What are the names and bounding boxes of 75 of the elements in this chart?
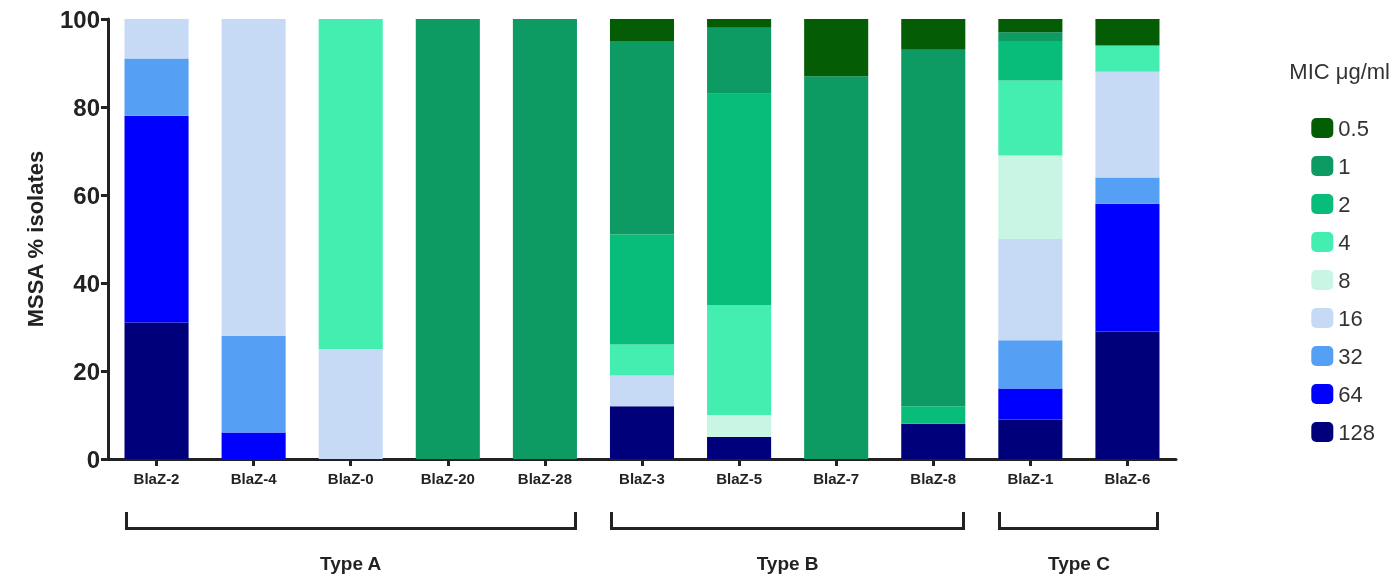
x-tick-label: BlaZ-8: [910, 470, 957, 487]
legend-label: 128: [1338, 419, 1376, 445]
bar: [609, 234, 675, 345]
bar: [998, 340, 1063, 389]
x-tick-label: BlaZ-28: [517, 470, 572, 487]
bar: [1095, 203, 1160, 332]
bar: [609, 375, 675, 407]
text: Type B: [756, 553, 819, 575]
bar: [804, 76, 869, 459]
bar: [1095, 45, 1160, 72]
bar: [124, 115, 189, 323]
bar: [998, 32, 1063, 41]
bar: [707, 437, 772, 459]
legend-label: 16: [1338, 305, 1363, 331]
bar: [124, 19, 189, 59]
bar: [998, 155, 1063, 239]
legend-label: 64: [1338, 381, 1363, 407]
bar: [318, 19, 383, 349]
bar: [998, 419, 1063, 459]
bar: [1095, 331, 1160, 459]
bar: [998, 19, 1063, 33]
bar: [124, 322, 189, 459]
bar: [609, 406, 675, 459]
y-axis-title: MSSA % isolates: [22, 150, 48, 328]
bar: [901, 423, 966, 459]
bar: [707, 415, 772, 437]
x-tick-label: BlaZ-3: [619, 470, 665, 487]
bar: [221, 335, 286, 433]
legend-label: 0.5: [1338, 115, 1369, 141]
legend-label: 2: [1338, 191, 1351, 217]
bar: [415, 19, 480, 459]
bar: [901, 49, 966, 407]
bar: [804, 19, 869, 77]
bar: [998, 80, 1063, 156]
text: Type A: [320, 553, 382, 575]
bar: [609, 19, 675, 41]
bar: [609, 344, 675, 376]
bar: [221, 432, 286, 459]
y-tick-label: 40: [73, 269, 100, 297]
bar: [318, 349, 383, 459]
bar: [901, 406, 966, 424]
bar: [707, 27, 772, 94]
y-tick-label: 80: [73, 93, 100, 121]
legend-label: 4: [1338, 229, 1351, 255]
legend-label: 1: [1338, 153, 1351, 179]
y-tick-label: 100: [59, 5, 100, 33]
x-tick-label: BlaZ-5: [716, 470, 763, 487]
bar: [609, 41, 675, 235]
y-tick-label: 60: [73, 181, 100, 209]
bar: [124, 58, 189, 116]
bar: [998, 388, 1063, 420]
bar: [707, 305, 772, 415]
text: Type C: [1047, 553, 1110, 575]
bar: [1095, 71, 1160, 178]
y-tick-label: 20: [73, 357, 100, 385]
x-tick-label: BlaZ-20: [420, 470, 475, 487]
x-tick-label: BlaZ-6: [1104, 470, 1151, 487]
bar: [221, 19, 286, 336]
legend-title: MIC μg/ml: [1289, 58, 1391, 84]
bar: [512, 19, 577, 459]
bar: [707, 19, 772, 28]
bar: [1095, 19, 1160, 46]
x-tick-label: BlaZ-2: [133, 470, 180, 487]
bar: [901, 19, 966, 50]
x-tick-label: BlaZ-4: [230, 470, 278, 487]
bar: [707, 93, 772, 305]
x-tick-label: BlaZ-7: [813, 470, 860, 487]
x-tick-label: BlaZ-0: [327, 470, 374, 487]
bar: [998, 41, 1063, 81]
bar: [998, 239, 1063, 341]
bar: [1095, 177, 1160, 204]
y-tick-label: 0: [86, 445, 100, 473]
legend-label: 32: [1338, 343, 1363, 369]
legend-label: 8: [1338, 267, 1351, 293]
x-tick-label: BlaZ-1: [1007, 470, 1054, 487]
